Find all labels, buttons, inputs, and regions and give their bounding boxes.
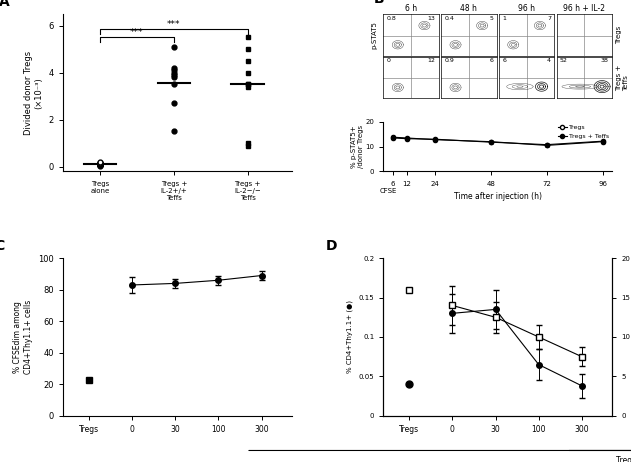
Text: 6: 6	[502, 58, 506, 63]
Text: 5: 5	[490, 16, 493, 20]
Title: 96 h + IL-2: 96 h + IL-2	[563, 4, 605, 13]
Y-axis label: % CFSEdim among
CD4+Thy1.1+ cells: % CFSEdim among CD4+Thy1.1+ cells	[13, 300, 33, 374]
Text: ***: ***	[167, 20, 180, 29]
Title: 6 h: 6 h	[405, 4, 417, 13]
Text: CFSE: CFSE	[379, 188, 397, 195]
Text: 4: 4	[547, 58, 551, 63]
Text: B: B	[374, 0, 384, 6]
Text: 12: 12	[428, 58, 435, 63]
Text: 0.8: 0.8	[387, 16, 396, 20]
Text: 52: 52	[560, 58, 568, 63]
Y-axis label: % p-STAT5+
/donor Tregs: % p-STAT5+ /donor Tregs	[351, 125, 364, 168]
Legend: Tregs, Tregs + Teffs: Tregs, Tregs + Teffs	[558, 125, 609, 139]
Text: 0: 0	[387, 58, 391, 63]
Text: A: A	[0, 0, 10, 9]
X-axis label: Time after injection (h): Time after injection (h)	[454, 192, 541, 201]
Text: Tregs: Tregs	[616, 26, 623, 44]
Text: 1: 1	[502, 16, 506, 20]
Text: Tregs +
Teffs: Tregs + Teffs	[616, 64, 630, 91]
Title: 96 h: 96 h	[518, 4, 535, 13]
Text: 7: 7	[547, 16, 551, 20]
Text: 13: 13	[428, 16, 435, 20]
Title: 48 h: 48 h	[461, 4, 477, 13]
Text: C: C	[0, 239, 4, 253]
Text: Tregs + Teffs + anti-IL-2 (μl): Tregs + Teffs + anti-IL-2 (μl)	[616, 456, 631, 462]
Text: 6: 6	[490, 58, 493, 63]
Y-axis label: % CD4+Thy1.1+ (●): % CD4+Thy1.1+ (●)	[346, 300, 353, 373]
Text: D: D	[326, 239, 338, 253]
Text: ***: ***	[130, 28, 144, 37]
Y-axis label: p-STAT5: p-STAT5	[372, 21, 378, 49]
Text: 38: 38	[601, 58, 609, 63]
Text: 0.4: 0.4	[444, 16, 454, 20]
Y-axis label: Divided donor Tregs
(×10⁻³): Divided donor Tregs (×10⁻³)	[24, 51, 43, 135]
Text: 0.9: 0.9	[444, 58, 454, 63]
